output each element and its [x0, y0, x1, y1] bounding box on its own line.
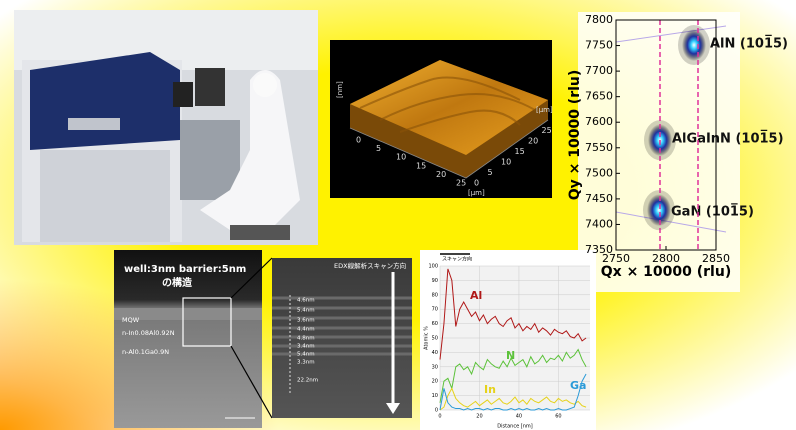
y-tick-label: 30: [432, 364, 438, 370]
y-tick-label: 7650: [585, 90, 613, 103]
y-axis-label: Atomic %: [424, 326, 430, 350]
intensity-peak: [647, 194, 671, 226]
y-tick-label: 60: [432, 321, 438, 327]
scan-label: EDX線解析スキャン方向: [334, 261, 406, 270]
afm-y-tick: 0: [474, 179, 479, 188]
x-tick-label: 40: [516, 414, 522, 420]
x-tick-label: 20: [476, 414, 482, 420]
layer-thickness: 5.4nm: [297, 308, 315, 314]
y-tick-label: 20: [432, 379, 438, 385]
y-tick-label: 100: [428, 264, 438, 270]
x-axis-label: Distance [nm]: [497, 424, 532, 430]
tem-layer: MQW: [122, 316, 140, 324]
afm-x-tick: 5: [376, 144, 381, 153]
layer-thickness: 3.3nm: [297, 360, 315, 366]
peak-label: AlN (101̅5): [710, 36, 788, 51]
afm-y-unit: [μm]: [536, 106, 553, 114]
layer-thickness: 4.6nm: [297, 298, 315, 304]
y-tick-label: 7750: [585, 39, 613, 52]
intensity-peak: [682, 29, 706, 61]
y-tick-label: 10: [432, 393, 438, 399]
scan-annotation: スキャン方向: [442, 256, 472, 263]
y-tick-label: 90: [432, 278, 438, 284]
y-tick-label: 7600: [585, 115, 613, 128]
y-tick-label: 70: [432, 307, 438, 313]
layer-thickness: 4.8nm: [297, 336, 315, 342]
peak-label: AlGaInN (101̅5): [672, 131, 784, 146]
afm-y-tick: 20: [528, 137, 538, 146]
x-axis-label: Qx × 10000 (rlu): [601, 264, 731, 280]
y-tick-label: 7550: [585, 141, 613, 154]
layer-thickness: 3.4nm: [297, 344, 315, 350]
tem-layer: n-In0.08Al0.92N: [122, 329, 175, 337]
afm-x-tick: 10: [396, 153, 406, 162]
afm-x-tick: 20: [436, 170, 446, 179]
peak-label: GaN (101̅5): [671, 204, 754, 219]
series-label: N: [506, 349, 515, 362]
y-tick-label: 7450: [585, 192, 613, 205]
y-tick-label: 7700: [585, 64, 613, 77]
layer-thickness: 22.2nm: [297, 378, 318, 384]
layer-thickness: 4.4nm: [297, 327, 315, 333]
y-tick-label: 40: [432, 350, 438, 356]
afm-x-unit: [μm]: [468, 189, 485, 197]
afm-y-tick: 15: [515, 147, 525, 156]
series-label: In: [484, 383, 496, 396]
page: 05101520250510152025[μm][μm][nm]well:3nm…: [0, 0, 796, 430]
y-axis-label: Qy × 10000 (rlu): [567, 70, 583, 201]
y-tick-label: 50: [432, 336, 438, 342]
tem-overview: [114, 250, 272, 428]
afm-y-tick: 25: [542, 126, 552, 135]
tem-title: well:3nm barrier:5nm: [124, 264, 246, 275]
y-tick-label: 7500: [585, 166, 613, 179]
afm-x-tick: 25: [456, 179, 466, 188]
y-tick-label: 7800: [585, 13, 613, 26]
afm-y-tick: 10: [501, 158, 511, 167]
equipment-photo: [14, 10, 318, 245]
afm-y-tick: 5: [488, 168, 493, 177]
afm-z-unit: [nm]: [336, 81, 344, 98]
x-tick-label: 0: [438, 414, 441, 420]
tem-layer: n-Al0.1Ga0.9N: [122, 348, 169, 356]
y-tick-label: 7400: [585, 217, 613, 230]
series-label: Al: [470, 289, 482, 302]
afm-x-tick: 15: [416, 161, 426, 170]
y-tick-label: 80: [432, 292, 438, 298]
layer-thickness: 3.6nm: [297, 318, 315, 324]
tem-zoom: [272, 258, 412, 418]
tem-subtitle: の構造: [162, 276, 193, 289]
series-label: Ga: [570, 379, 586, 392]
layer-thickness: 5.4nm: [297, 352, 315, 358]
afm-x-tick: 0: [356, 136, 361, 145]
x-tick-label: 60: [555, 414, 561, 420]
